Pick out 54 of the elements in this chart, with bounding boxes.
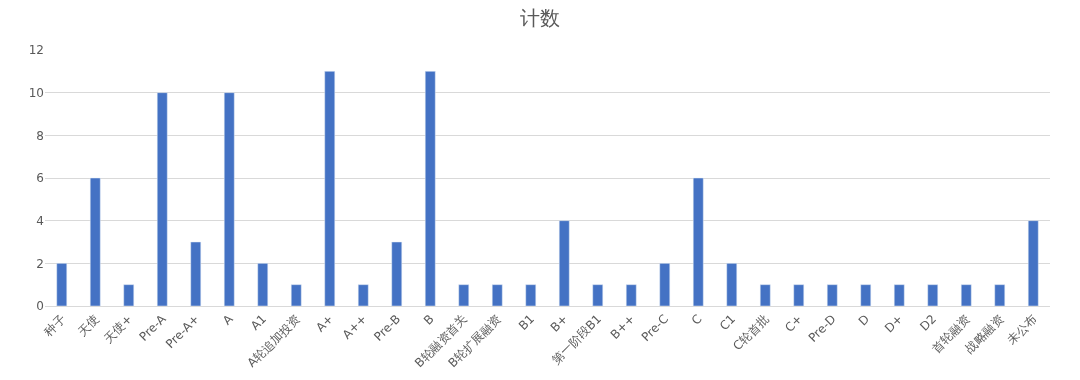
bar [692,177,704,306]
chart-title: 计数 [520,6,560,30]
x-tick-label: B+ [547,311,571,335]
bar [893,284,905,306]
bar [860,284,872,306]
bar [156,92,168,306]
x-tick-label: 天使 [74,311,102,339]
bar [190,241,202,306]
y-tick-label: 12 [28,43,44,58]
bar [592,284,604,306]
bar [960,284,972,306]
bar [558,220,570,306]
bar [659,263,671,306]
y-tick-label: 2 [36,256,44,271]
y-tick-label: 4 [36,213,44,228]
x-tick-label: 未公布 [1004,311,1040,348]
bar [89,177,101,306]
bar [625,284,637,306]
x-tick-label: B1 [515,311,538,333]
bar [726,263,738,306]
bar [927,284,939,306]
x-tick-label: 种子 [41,311,69,339]
x-tick-label: A [219,311,237,328]
y-tick-label: 10 [28,85,44,100]
bar [290,284,302,306]
y-tick-label: 8 [36,128,44,143]
x-tick-label: C [688,311,705,328]
bar [357,284,369,306]
y-tick-label: 0 [36,299,44,314]
bar [793,284,805,306]
x-tick-label: B [420,311,437,328]
bar [994,284,1006,306]
bar [491,284,503,306]
y-tick-label: 6 [36,171,44,186]
bar [56,263,68,306]
x-tick-label: D2 [917,311,940,334]
bar [826,284,838,306]
bar [223,92,235,306]
bar [391,241,403,306]
bar [257,263,269,306]
x-tick-label: A1 [248,311,270,333]
x-tick-label: D [855,311,873,329]
bar [458,284,470,306]
x-tick-label: 天使+ [101,311,136,346]
bar [324,71,336,306]
x-tick-label: C+ [782,311,806,335]
x-tick-label: D+ [882,311,906,336]
bar [759,284,771,306]
x-tick-label: C1 [716,311,739,334]
x-tick-label: A+ [313,311,337,335]
bar [1027,220,1039,306]
bar [525,284,537,306]
bar [424,71,436,306]
bar [123,284,135,306]
